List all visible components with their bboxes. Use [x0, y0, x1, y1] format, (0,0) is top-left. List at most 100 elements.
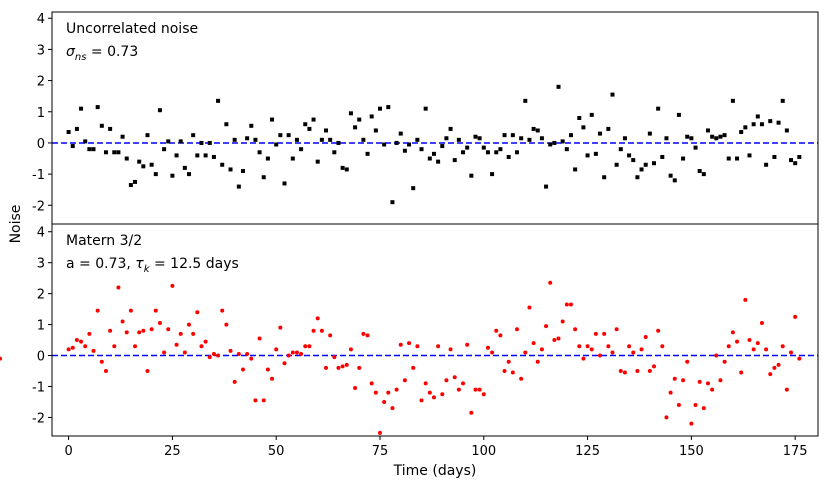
point — [195, 310, 200, 315]
point — [274, 142, 279, 147]
point — [502, 133, 507, 138]
point — [162, 147, 167, 152]
point — [236, 184, 241, 189]
point — [618, 369, 623, 374]
annotation-part: a = 0.73, — [66, 256, 135, 272]
point — [589, 112, 594, 117]
point — [585, 344, 590, 349]
y-tick-label: 0 — [37, 350, 45, 365]
point — [506, 359, 511, 364]
y-tick-label: 2 — [37, 288, 45, 303]
point — [789, 158, 794, 163]
point — [510, 133, 515, 138]
point — [780, 98, 785, 103]
point — [157, 321, 162, 326]
point — [452, 375, 457, 380]
point — [187, 322, 192, 327]
point — [556, 336, 561, 341]
point — [294, 350, 299, 355]
point — [207, 355, 212, 360]
point — [253, 137, 258, 142]
point — [714, 136, 719, 141]
point — [560, 139, 565, 144]
point — [315, 316, 320, 321]
point — [191, 133, 196, 138]
point — [656, 106, 661, 111]
point — [469, 410, 474, 415]
point — [294, 137, 299, 142]
point — [145, 369, 150, 374]
point — [66, 347, 71, 352]
point — [286, 353, 291, 358]
point — [307, 126, 312, 131]
point — [498, 333, 503, 338]
point — [203, 339, 208, 344]
point — [577, 344, 582, 349]
point — [261, 175, 266, 180]
point — [776, 120, 781, 125]
point — [149, 327, 154, 332]
point — [191, 331, 196, 336]
point — [660, 154, 665, 159]
point — [74, 126, 79, 131]
point — [573, 327, 578, 332]
point — [286, 133, 291, 138]
point — [681, 156, 686, 161]
point — [377, 430, 382, 435]
point — [228, 348, 233, 353]
point — [469, 173, 474, 178]
point — [735, 156, 740, 161]
point — [423, 106, 428, 111]
point — [527, 305, 532, 310]
point — [751, 347, 756, 352]
point — [755, 114, 760, 119]
y-tick-label: 4 — [37, 226, 45, 241]
point — [485, 150, 490, 155]
point — [431, 395, 436, 400]
point — [710, 387, 715, 392]
point — [751, 122, 756, 127]
point — [710, 134, 715, 139]
point — [336, 140, 341, 145]
point — [133, 344, 138, 349]
point — [182, 165, 187, 170]
point — [494, 328, 499, 333]
point — [411, 186, 416, 191]
point — [120, 319, 125, 324]
point — [544, 184, 549, 189]
point — [240, 169, 245, 173]
annotation: a = 0.73, τk = 12.5 days — [66, 256, 239, 275]
point — [448, 347, 453, 352]
point — [465, 342, 470, 347]
annotation-part: Matern 3/2 — [66, 233, 142, 249]
point — [759, 321, 764, 326]
x-tick-label: 50 — [268, 444, 285, 459]
point — [87, 331, 92, 336]
point — [747, 338, 752, 343]
point — [361, 331, 366, 336]
point — [431, 151, 436, 156]
point — [585, 153, 590, 158]
point — [373, 128, 378, 133]
point — [303, 122, 308, 127]
point — [701, 172, 706, 177]
point — [216, 353, 221, 358]
annotation: Uncorrelated noise — [66, 21, 198, 37]
point — [353, 125, 358, 130]
point — [70, 345, 75, 350]
point — [265, 156, 270, 161]
point — [793, 314, 798, 319]
point — [182, 350, 187, 355]
point — [103, 369, 108, 374]
point — [539, 347, 544, 352]
point — [635, 369, 640, 374]
point — [303, 344, 308, 349]
point — [473, 387, 478, 392]
point — [423, 381, 428, 386]
annotation-part: σ — [66, 44, 76, 60]
point — [564, 302, 569, 307]
annotation-part: = 0.73 — [86, 44, 138, 60]
point — [539, 136, 544, 141]
point — [436, 159, 441, 164]
